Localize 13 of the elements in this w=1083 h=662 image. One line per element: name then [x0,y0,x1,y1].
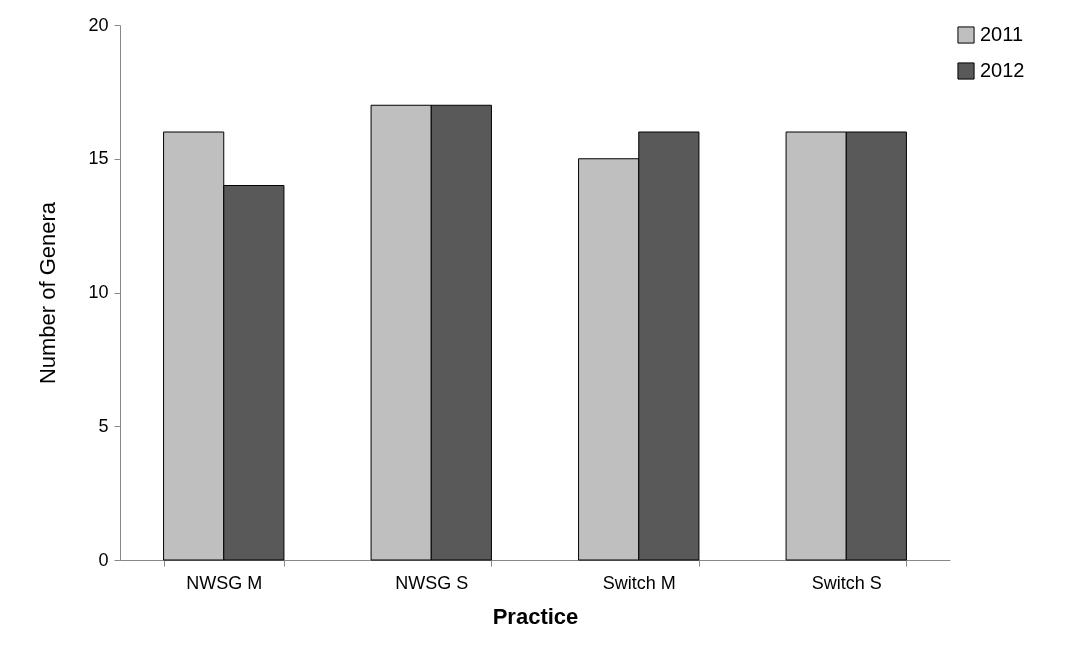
x-tick-label: Switch S [811,572,882,593]
y-tick-label: 10 [88,282,109,302]
y-tick-label: 20 [88,14,109,35]
x-tick-label: NWSG S [395,572,469,593]
x-tick-label: Switch M [602,572,676,593]
y-axis-title: Number of Genera [35,201,61,385]
y-tick-label: 0 [98,549,109,570]
y-tick-label: 15 [88,148,109,169]
y-tick-label: 5 [98,415,109,436]
x-tick-label: NWSG M [186,572,263,593]
legend-label: 2011 [980,23,1024,45]
x-axis-title: Practice [492,603,579,629]
legend-label: 2012 [980,59,1025,81]
